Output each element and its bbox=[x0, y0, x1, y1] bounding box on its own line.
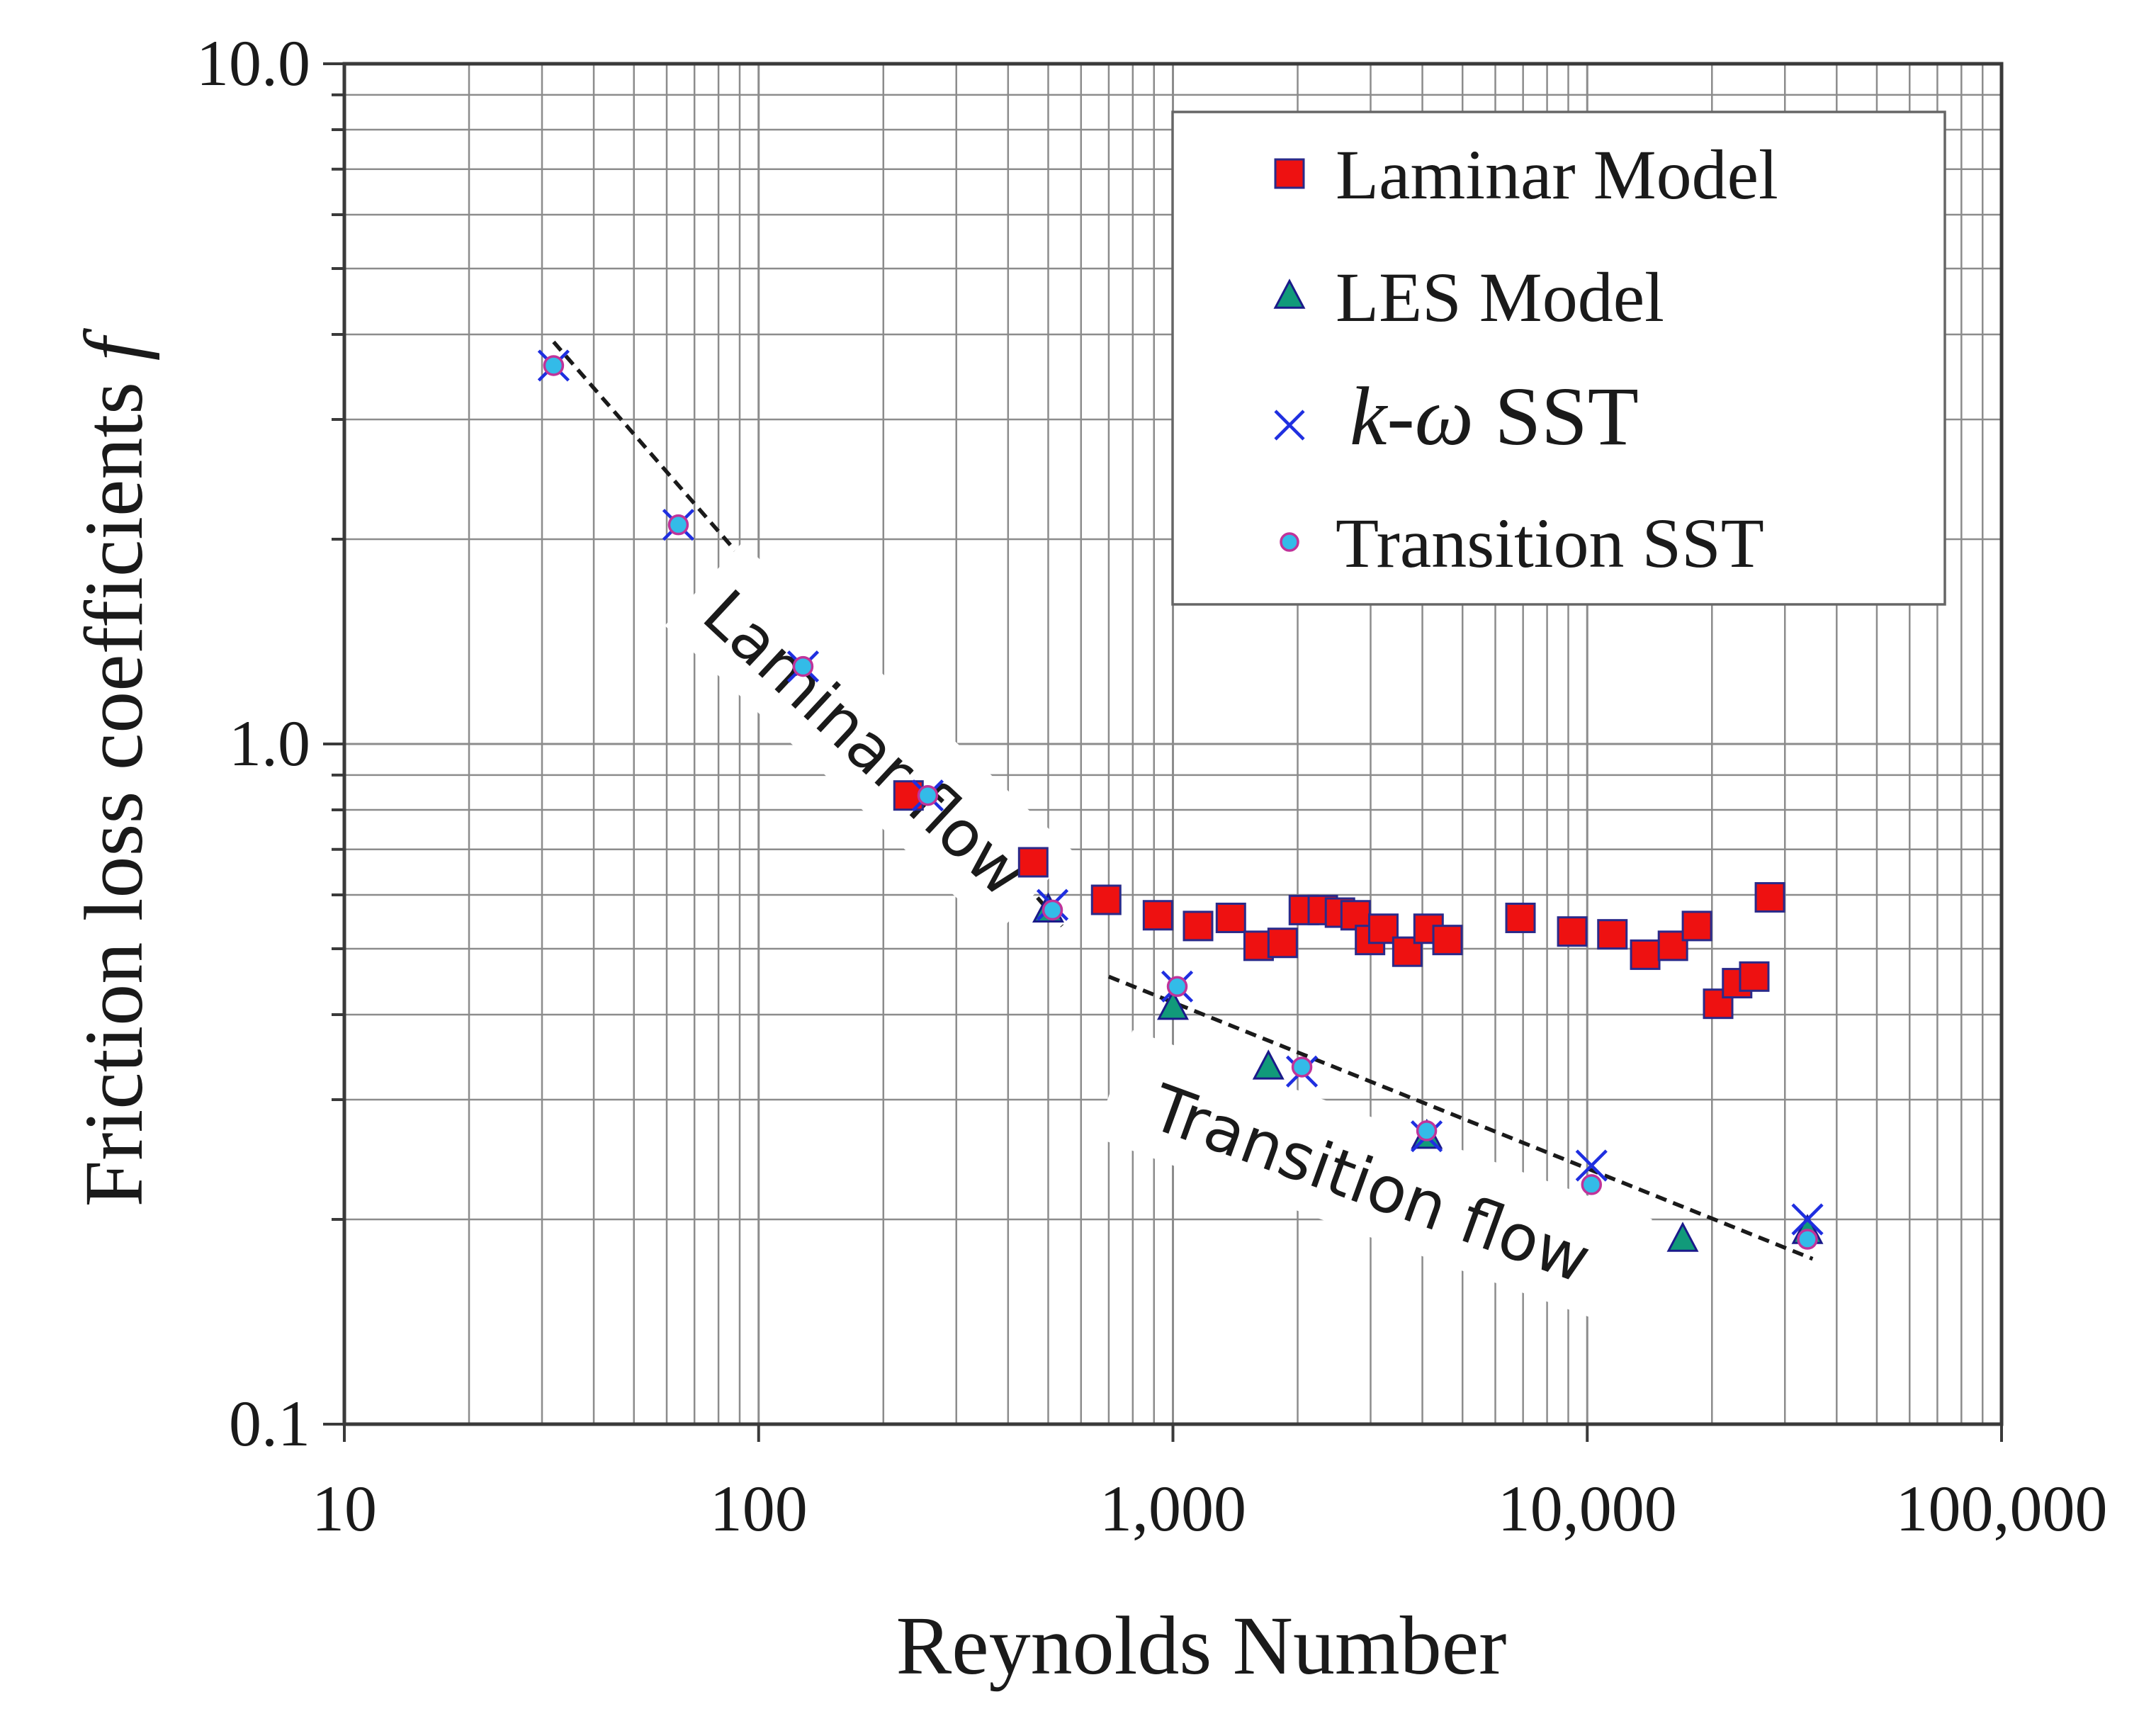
transition-sst-point bbox=[1797, 1229, 1818, 1250]
laminar-model-point bbox=[1754, 881, 1785, 913]
laminar-model-point bbox=[1630, 939, 1661, 970]
k-omega-sst-point bbox=[1575, 1149, 1608, 1182]
laminar-model-point bbox=[1681, 910, 1712, 942]
legend: Laminar Model LES Model k-ω SST Transition … bbox=[1171, 111, 1946, 606]
legend-label: Transition SST bbox=[1336, 504, 1764, 582]
transition-trend bbox=[1107, 974, 1814, 1261]
legend-label: Laminar Model bbox=[1336, 135, 1778, 214]
series-circle bbox=[543, 355, 1818, 1250]
transition-sst-point bbox=[1291, 1056, 1313, 1078]
legend-x-icon bbox=[1274, 410, 1305, 441]
transition-sst-point bbox=[1042, 899, 1063, 921]
marker-layer bbox=[537, 349, 1824, 1252]
x-axis-title: Reynolds Number bbox=[896, 1599, 1507, 1692]
laminar-model-point bbox=[1367, 913, 1399, 944]
laminar-model-point bbox=[1142, 900, 1173, 931]
x-tick-label: 10 bbox=[312, 1472, 377, 1545]
transition-sst-point bbox=[1166, 976, 1188, 998]
transition-sst-point bbox=[917, 784, 939, 806]
transition-sst-point bbox=[792, 655, 814, 677]
transition-sst-point bbox=[667, 514, 689, 536]
legend-label: LES Model bbox=[1336, 258, 1664, 337]
y-tick-label: 10.0 bbox=[196, 27, 310, 99]
x-tick-label: 10,000 bbox=[1498, 1472, 1677, 1545]
laminar-model-point bbox=[1505, 902, 1536, 933]
laminar-model-point bbox=[1597, 919, 1628, 950]
label-layer: 10 100 1,000 10,000 100,000 0.1 1.0 10.0 Reynold… bbox=[67, 27, 2108, 1692]
legend-square-icon bbox=[1274, 158, 1305, 189]
x-tick-label: 1,000 bbox=[1100, 1472, 1246, 1545]
legend-label-rest: SST bbox=[1474, 370, 1639, 463]
y-axis-title-text: Friction loss coefficients bbox=[67, 361, 160, 1207]
legend-box bbox=[1171, 111, 1946, 606]
transition-sst-point bbox=[1416, 1120, 1438, 1141]
laminar-model-point bbox=[1017, 847, 1049, 878]
laminar-model-point bbox=[1215, 902, 1246, 933]
les-model-point bbox=[1252, 1049, 1285, 1080]
axis-layer bbox=[323, 62, 2004, 1442]
legend-label-dash: - bbox=[1387, 370, 1414, 463]
legend-label-k: k bbox=[1350, 370, 1389, 463]
y-tick-label: 0.1 bbox=[229, 1387, 310, 1460]
y-axis-title: Friction loss coefficients f bbox=[67, 327, 160, 1207]
laminar-model-point bbox=[1090, 884, 1122, 915]
legend-label-omega: ω bbox=[1415, 370, 1474, 463]
transition-sst-point bbox=[543, 355, 565, 376]
x-tick-label: 100 bbox=[710, 1472, 808, 1545]
x-tick-label: 100,000 bbox=[1896, 1472, 2108, 1545]
transition-sst-point bbox=[1581, 1174, 1603, 1195]
laminar-model-point bbox=[1557, 916, 1588, 947]
laminar-model-point bbox=[1432, 925, 1463, 956]
laminar-model-point bbox=[1267, 927, 1298, 959]
les-model-point bbox=[1666, 1222, 1699, 1252]
les-model-point bbox=[1157, 989, 1189, 1020]
legend-triangle-icon bbox=[1273, 278, 1306, 309]
transition-flow-label-backing bbox=[1094, 1030, 1652, 1326]
laminar-flow-label-backing bbox=[665, 542, 1074, 935]
laminar-model-point bbox=[1183, 910, 1214, 942]
laminar-model-point bbox=[1703, 988, 1734, 1020]
y-tick-label: 1.0 bbox=[229, 707, 310, 779]
series-square bbox=[893, 780, 1785, 1020]
k-omega-sst-point bbox=[1791, 1203, 1824, 1236]
legend-label: k-ω SST bbox=[1350, 370, 1639, 463]
laminar-model-point bbox=[1739, 961, 1770, 992]
legend-circle-icon bbox=[1280, 532, 1299, 552]
